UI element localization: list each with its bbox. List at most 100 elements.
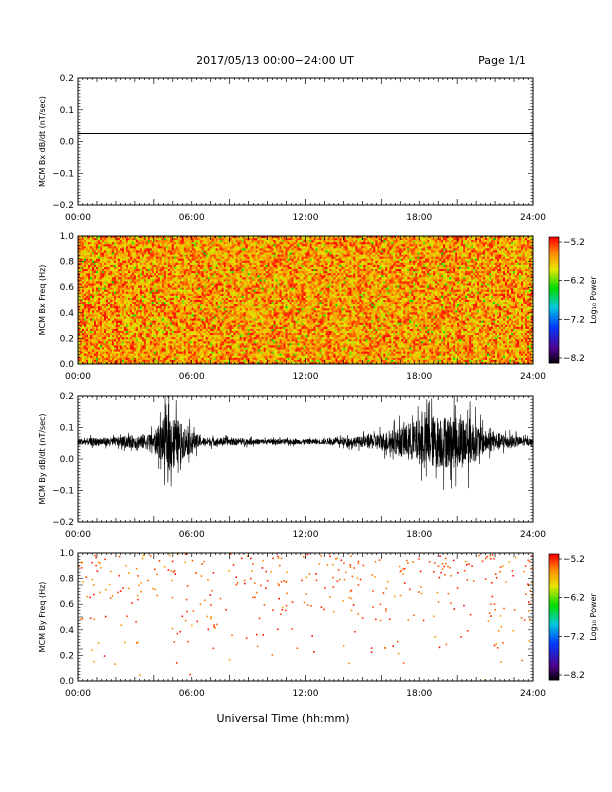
spectrogram-cell bbox=[78, 357, 81, 361]
spectrogram-cell bbox=[131, 320, 135, 324]
spectrogram-cell bbox=[217, 355, 220, 359]
spectrogram-cell bbox=[85, 326, 89, 330]
spectrogram-cell bbox=[217, 277, 220, 280]
spectrogram-cell bbox=[209, 264, 213, 268]
spectrogram-cell bbox=[80, 269, 83, 272]
spectrogram-cell bbox=[195, 236, 199, 239]
spectrogram-cell bbox=[187, 281, 191, 284]
spectrogram-cell bbox=[93, 285, 97, 288]
spectrogram-cell bbox=[103, 314, 107, 317]
spectrogram-cell bbox=[153, 345, 157, 348]
spectrogram-cell bbox=[173, 349, 177, 352]
spectrogram-cell bbox=[213, 304, 216, 307]
spectrogram-cell bbox=[133, 266, 137, 270]
spectrogram-cell bbox=[179, 306, 183, 309]
spectrogram-cell bbox=[153, 320, 157, 324]
spectrogram-cell bbox=[139, 314, 143, 317]
spectrogram-cell bbox=[85, 343, 89, 346]
spectrogram-cell bbox=[155, 271, 159, 274]
spectrogram-cell bbox=[97, 240, 101, 243]
spectrogram-cell bbox=[181, 297, 185, 301]
spectrogram-cell bbox=[131, 291, 135, 295]
spectrogram-cell bbox=[107, 320, 111, 324]
spectrogram-cell bbox=[145, 256, 149, 260]
spectrogram-cell bbox=[159, 281, 163, 284]
spectrogram-cell bbox=[199, 283, 203, 286]
spectrogram-cell bbox=[127, 326, 131, 330]
spectrogram-cell bbox=[169, 275, 173, 278]
spectrogram-cell bbox=[80, 308, 83, 311]
spectrogram-cell bbox=[103, 300, 107, 303]
spectrogram-cell bbox=[169, 256, 173, 260]
spectrogram-cell bbox=[209, 254, 213, 257]
spectrogram-cell bbox=[169, 238, 173, 241]
spectrogram-cell bbox=[80, 312, 83, 315]
spectrogram-cell bbox=[141, 238, 145, 241]
spectrogram-cell bbox=[145, 238, 149, 241]
spectrogram-cell bbox=[175, 244, 179, 247]
spectrogram-cell bbox=[97, 266, 101, 270]
spectrogram-cell bbox=[95, 314, 99, 317]
spectrogram-cell bbox=[163, 283, 167, 286]
spectrogram-cell bbox=[219, 281, 222, 284]
spectrogram-cell bbox=[95, 285, 99, 288]
spectrogram-cell bbox=[213, 269, 216, 272]
spectrogram-cell bbox=[167, 295, 171, 299]
spectrogram-cell bbox=[133, 314, 137, 317]
spectrogram-cell bbox=[109, 248, 113, 251]
spectrogram-cell bbox=[129, 236, 133, 239]
spectrogram-cell bbox=[191, 355, 195, 359]
spectrogram-cell bbox=[187, 264, 191, 268]
spectrogram-cell bbox=[99, 269, 103, 272]
spectrogram-cell bbox=[173, 291, 177, 295]
spectrogram-cell bbox=[187, 266, 191, 270]
spectrogram-cell bbox=[203, 283, 207, 286]
spectrogram-cell bbox=[145, 244, 149, 247]
spectrogram-cell bbox=[109, 343, 113, 346]
spectrogram-cell bbox=[129, 333, 133, 336]
spectrogram-cell bbox=[187, 246, 191, 249]
spectrogram-cell bbox=[221, 283, 224, 286]
spectrogram-cell bbox=[91, 269, 95, 272]
spectrogram-cell bbox=[219, 291, 222, 295]
spectrogram-cell bbox=[215, 361, 218, 365]
spectrogram-cell bbox=[161, 252, 165, 255]
spectrogram-cell bbox=[177, 341, 181, 344]
spectrogram-cell bbox=[191, 357, 195, 361]
spectrogram-cell bbox=[203, 314, 207, 317]
spectrogram-cell bbox=[91, 300, 95, 303]
spectrogram-cell bbox=[161, 351, 165, 354]
spectrogram-cell bbox=[111, 256, 115, 260]
spectrogram-cell bbox=[173, 297, 177, 301]
spectrogram-cell bbox=[99, 357, 103, 361]
spectrogram-cell bbox=[111, 312, 115, 315]
spectrogram-cell bbox=[203, 275, 207, 278]
spectrogram-cell bbox=[171, 244, 175, 247]
spectrogram-cell bbox=[193, 283, 197, 286]
spectrogram-cell bbox=[131, 271, 135, 274]
spectrogram-cell bbox=[193, 236, 197, 239]
spectrogram-cell bbox=[119, 271, 123, 274]
spectrogram-cell bbox=[121, 264, 125, 268]
spectrogram-cell bbox=[177, 302, 181, 305]
spectrogram-cell bbox=[127, 330, 131, 334]
spectrogram-cell bbox=[145, 240, 149, 243]
spectrogram-cell bbox=[125, 308, 129, 311]
spectrogram-cell bbox=[145, 333, 149, 336]
spectrogram-cell bbox=[195, 326, 199, 330]
spectrogram-cell bbox=[223, 262, 226, 266]
spectrogram-cell bbox=[133, 326, 137, 330]
spectrogram-cell bbox=[193, 264, 197, 268]
spectrogram-cell bbox=[85, 347, 89, 350]
spectrogram-cell bbox=[191, 304, 195, 307]
spectrogram-cell bbox=[211, 306, 215, 309]
spectrogram-cell bbox=[143, 252, 147, 255]
spectrogram-cell bbox=[197, 269, 201, 272]
spectrogram-cell bbox=[80, 254, 83, 257]
spectrogram-cell bbox=[111, 361, 115, 365]
spectrogram-cell bbox=[89, 341, 93, 344]
spectrogram-cell bbox=[163, 320, 167, 324]
spectrogram-cell bbox=[125, 361, 129, 365]
spectrogram-cell bbox=[195, 291, 199, 295]
spectrogram-cell bbox=[103, 250, 107, 253]
